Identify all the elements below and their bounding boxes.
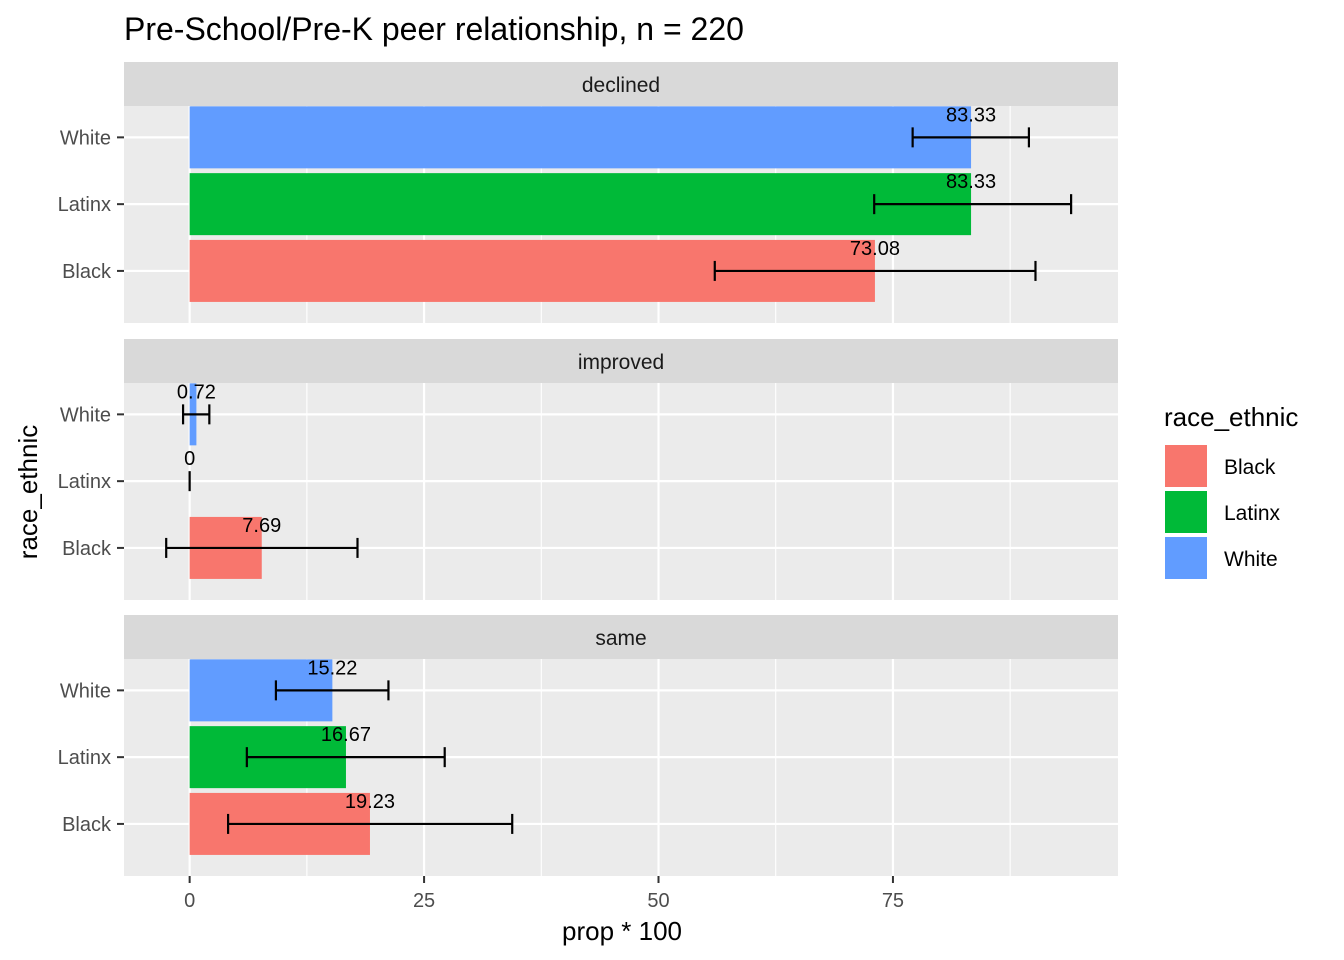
bar-declined-latinx	[189, 173, 972, 236]
facet-strip	[124, 339, 1118, 383]
error-bar	[165, 537, 359, 558]
error-bar	[274, 680, 390, 701]
legend-label: White	[1224, 548, 1278, 571]
facet-strip-label: same	[595, 627, 646, 650]
y-tick-label: Black	[62, 538, 112, 560]
legend-swatch-black	[1165, 445, 1207, 487]
data-label: 7.69	[242, 515, 281, 537]
error-bar	[181, 404, 211, 425]
data-label: 83.33	[946, 104, 996, 126]
legend-swatch-white	[1165, 537, 1207, 579]
x-tick-label: 25	[413, 890, 435, 912]
y-axis-label: race_ethnic	[13, 425, 43, 559]
y-tick-label: Latinx	[58, 747, 111, 769]
data-label: 73.08	[850, 238, 900, 260]
legend-label: Latinx	[1224, 502, 1281, 525]
legend-items: Black Latinx White	[1165, 445, 1281, 579]
facet-same: same White Latinx Black 15.22 16.67 19.23	[58, 615, 1118, 876]
legend-swatch-latinx	[1165, 491, 1207, 533]
y-tick-label: White	[60, 404, 111, 426]
facet-strip	[124, 615, 1118, 659]
bar-declined-white	[189, 106, 972, 169]
x-tick-label: 50	[647, 890, 669, 912]
data-label: 0	[184, 448, 195, 470]
data-label: 0.72	[177, 381, 216, 403]
y-tick-label: Latinx	[58, 194, 111, 216]
facet-strip-label: improved	[578, 351, 664, 374]
y-tick-label: Black	[62, 814, 112, 836]
y-tick-label: Black	[62, 261, 112, 283]
data-label: 83.33	[946, 171, 996, 193]
facet-improved: improved White Latinx Black 0.72 0 7.69	[58, 339, 1118, 600]
x-axis: 0 25 50 75	[184, 876, 904, 912]
x-tick-label: 0	[184, 890, 195, 912]
facet-declined: declined White Latinx Black 83.33 83.33 73.08	[58, 62, 1118, 323]
error-bar	[873, 194, 1073, 215]
chart-title: Pre-School/Pre-K peer relationship, n = …	[124, 11, 744, 47]
facet-panels: declined White Latinx Black 83.33 83.33 73.08 i…	[58, 62, 1118, 876]
error-bar	[911, 127, 1031, 148]
facet-panel	[124, 383, 1118, 600]
error-bar	[245, 747, 446, 768]
error-bar	[713, 260, 1037, 281]
legend: race_ethnic Black Latinx White	[1164, 402, 1298, 579]
data-label: 16.67	[321, 724, 371, 746]
x-axis-label: prop * 100	[562, 916, 682, 946]
facet-strip-label: declined	[582, 74, 660, 97]
legend-title: race_ethnic	[1164, 402, 1298, 432]
error-bar	[226, 813, 514, 834]
y-tick-label: Latinx	[58, 471, 111, 493]
data-label: 15.22	[307, 657, 357, 679]
legend-label: Black	[1224, 456, 1276, 479]
y-tick-label: White	[60, 127, 111, 149]
x-tick-label: 75	[882, 890, 904, 912]
data-label: 19.23	[345, 791, 395, 813]
y-tick-label: White	[60, 680, 111, 702]
facet-strip	[124, 62, 1118, 106]
